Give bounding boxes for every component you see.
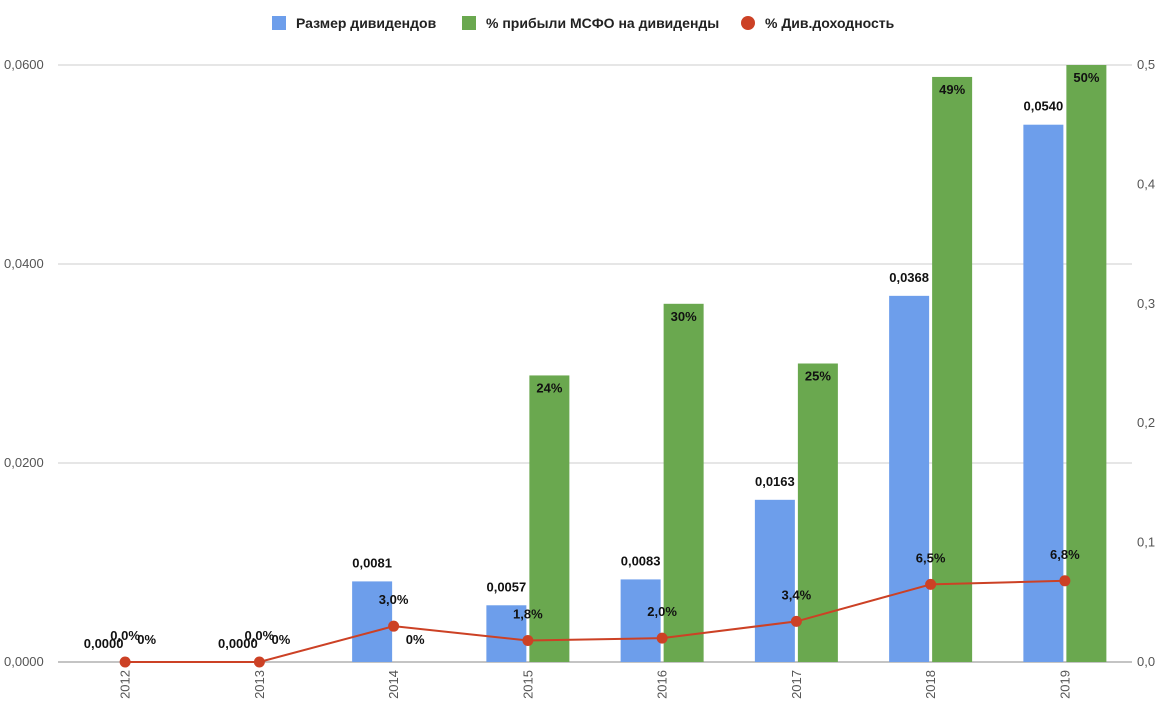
point-dividend-yield	[656, 632, 668, 644]
y-right-tick-label: 0,0	[1137, 654, 1155, 669]
legend-label: % прибыли МСФО на дивиденды	[486, 15, 719, 31]
line-dividend-yield	[125, 579, 1065, 663]
point-dividend-yield	[119, 656, 131, 668]
y-right-tick-label: 0,1	[1137, 535, 1155, 550]
legend-swatch	[741, 16, 755, 30]
data-label-dividend-yield: 6,8%	[1050, 547, 1080, 562]
axis-layer: 0,0000 0,0200 0,0400 0,0600 0,0 0,1 0,2 0,3 0,4 0…	[4, 57, 1155, 699]
data-label-dividend-size: 0,0057	[486, 579, 526, 594]
data-label-dividend-yield: 2,0%	[647, 604, 677, 619]
bar-layer	[352, 65, 1107, 662]
data-label-dividend-yield: 0,0%	[110, 628, 140, 643]
y-left-tick-label: 0,0600	[4, 57, 44, 72]
y-right-tick-label: 0,4	[1137, 176, 1155, 191]
data-label-dividend-yield: 6,5%	[916, 550, 946, 565]
x-tick-label: 2019	[1057, 670, 1072, 699]
legend-label: % Див.доходность	[765, 15, 895, 31]
y-left-tick-label: 0,0400	[4, 256, 44, 271]
bar-dividend-size	[889, 295, 930, 662]
bar-dividend-size	[620, 579, 661, 662]
point-dividend-yield	[522, 635, 534, 647]
legend-swatch	[272, 16, 286, 30]
data-label-dividend-yield: 3,4%	[782, 587, 812, 602]
y-left-tick-label: 0,0200	[4, 455, 44, 470]
bar-dividend-size	[754, 499, 795, 662]
data-label-dividend-size: 0,0368	[889, 270, 929, 285]
x-tick-label: 2012	[118, 670, 133, 699]
data-label-ifrs-payout: 50%	[1073, 70, 1099, 85]
data-label-ifrs-payout: 0%	[406, 632, 425, 647]
bar-ifrs-payout	[797, 363, 838, 662]
bar-ifrs-payout	[932, 76, 973, 662]
y-right-tick-label: 0,2	[1137, 415, 1155, 430]
data-label-dividend-size: 0,0000	[218, 636, 258, 651]
point-dividend-yield	[388, 620, 400, 632]
bar-dividend-size	[352, 581, 393, 662]
y-right-tick-label: 0,3	[1137, 296, 1155, 311]
legend-item-dividend-yield: % Див.доходность	[741, 15, 895, 31]
line-layer	[119, 575, 1071, 668]
legend-swatch	[462, 16, 476, 30]
data-label-ifrs-payout: 30%	[671, 309, 697, 324]
x-tick-label: 2014	[386, 670, 401, 699]
legend-label: Размер дивидендов	[296, 15, 437, 31]
y-left-tick-label: 0,0000	[4, 654, 44, 669]
data-label-ifrs-payout: 49%	[939, 82, 965, 97]
point-dividend-yield	[253, 656, 265, 668]
point-dividend-yield	[790, 615, 802, 627]
data-label-dividend-size: 0,0081	[352, 555, 392, 570]
x-tick-label: 2015	[520, 670, 535, 699]
data-label-dividend-size: 0,0540	[1023, 99, 1063, 114]
bar-ifrs-payout	[1066, 65, 1107, 662]
x-tick-label: 2016	[655, 670, 670, 699]
bar-ifrs-payout	[663, 303, 704, 662]
point-dividend-yield	[925, 578, 937, 590]
data-label-ifrs-payout: 25%	[805, 369, 831, 384]
bar-dividend-size	[486, 605, 527, 662]
data-label-dividend-size: 0,0000	[84, 636, 124, 651]
point-dividend-yield	[1059, 575, 1071, 587]
data-label-ifrs-payout: 24%	[536, 380, 562, 395]
bar-dividend-size	[1023, 124, 1064, 662]
data-label-dividend-yield: 3,0%	[379, 592, 409, 607]
data-label-dividend-yield: 1,8%	[513, 607, 543, 622]
data-label-dividend-size: 0,0083	[621, 553, 661, 568]
label-layer: 0,0000 0% 0,0000 0% 0,0081 0% 0,0057 24% 0,0083 3…	[84, 70, 1100, 651]
bar-ifrs-payout	[529, 375, 570, 662]
data-label-dividend-size: 0,0163	[755, 474, 795, 489]
legend-item-ifrs-payout: % прибыли МСФО на дивиденды	[462, 15, 719, 31]
data-label-dividend-yield: 0,0%	[245, 628, 275, 643]
x-tick-label: 2017	[789, 670, 804, 699]
legend: Размер дивидендов % прибыли МСФО на дивид…	[272, 15, 895, 31]
x-tick-label: 2018	[923, 670, 938, 699]
data-label-ifrs-payout: 0%	[271, 632, 290, 647]
legend-item-dividend-size: Размер дивидендов	[272, 15, 437, 31]
data-label-ifrs-payout: 0%	[137, 632, 156, 647]
x-tick-label: 2013	[252, 670, 267, 699]
y-right-tick-label: 0,5	[1137, 57, 1155, 72]
